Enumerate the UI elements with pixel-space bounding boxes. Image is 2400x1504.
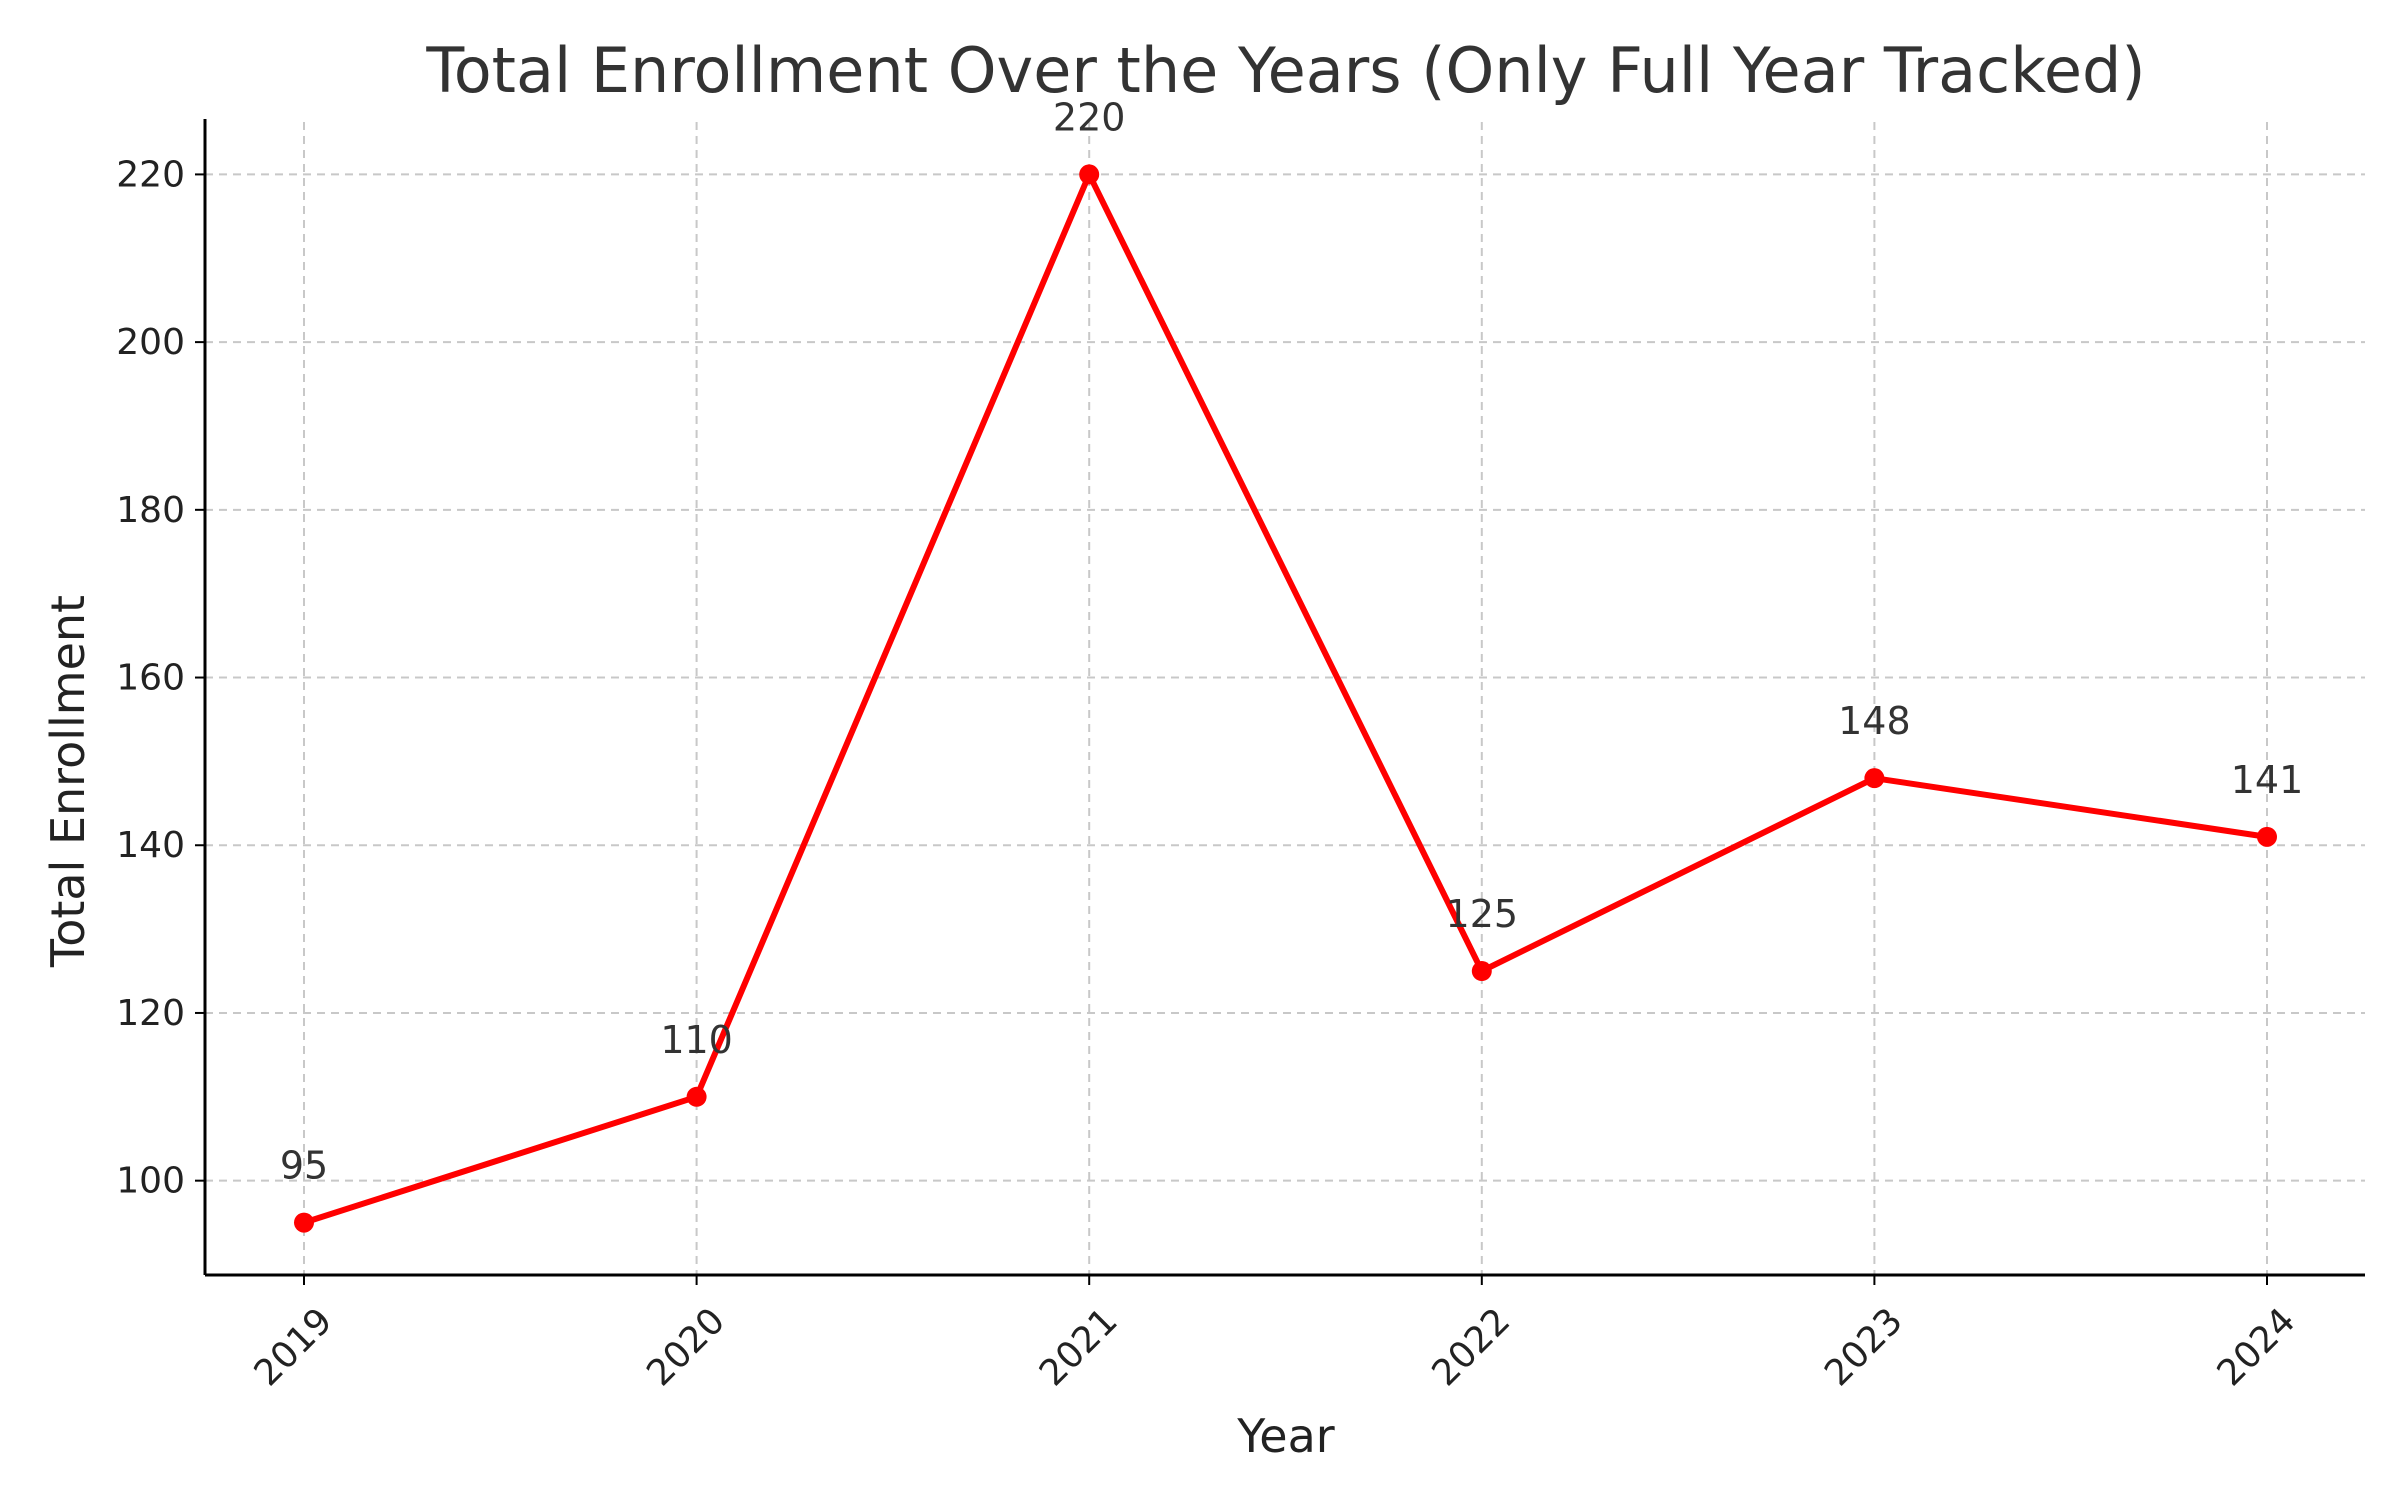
data-point bbox=[1079, 164, 1100, 185]
x-tick-label: 2021 bbox=[1032, 1300, 1126, 1394]
series-line bbox=[301, 171, 2270, 1226]
x-axis-label: Year bbox=[1236, 1409, 1334, 1463]
series-line-path bbox=[301, 171, 2270, 1226]
x-tick-label: 2020 bbox=[639, 1300, 733, 1394]
data-label: 148 bbox=[1838, 699, 1911, 743]
x-tick-label: 2022 bbox=[1424, 1300, 1518, 1394]
data-label: 220 bbox=[1053, 95, 1126, 139]
y-axis-ticks: 100 120 140 160 180 200 220 bbox=[116, 154, 205, 1202]
y-tick-label: 220 bbox=[116, 154, 185, 195]
data-label: 141 bbox=[2231, 758, 2304, 802]
y-tick-label: 180 bbox=[116, 490, 185, 531]
axes bbox=[203, 119, 2365, 1277]
y-tick-label: 140 bbox=[116, 825, 185, 866]
y-tick-label: 200 bbox=[116, 322, 185, 363]
data-label: 125 bbox=[1446, 892, 1519, 936]
data-point bbox=[2257, 826, 2277, 847]
data-labels: 95 110 220 125 148 141 bbox=[280, 95, 2303, 1187]
y-tick-label: 120 bbox=[116, 993, 185, 1034]
y-tick-label: 100 bbox=[116, 1161, 185, 1202]
data-points bbox=[294, 164, 2277, 1233]
data-point bbox=[294, 1212, 314, 1233]
data-point bbox=[1471, 961, 1492, 982]
gridlines bbox=[205, 122, 2365, 1275]
data-label: 110 bbox=[660, 1018, 733, 1062]
y-axis-label: Total Enrollment bbox=[41, 595, 95, 968]
data-point bbox=[686, 1086, 707, 1107]
x-tick-label: 2024 bbox=[2210, 1300, 2304, 1394]
y-tick-label: 160 bbox=[116, 658, 185, 699]
chart-title: Total Enrollment Over the Years (Only Fu… bbox=[425, 34, 2145, 107]
x-axis-ticks: 2019 2020 2021 2022 2023 2024 bbox=[247, 1275, 2304, 1394]
data-point bbox=[1864, 768, 1885, 789]
x-tick-label: 2023 bbox=[1817, 1300, 1911, 1394]
x-tick-label: 2019 bbox=[247, 1300, 341, 1394]
data-label: 95 bbox=[280, 1144, 328, 1188]
